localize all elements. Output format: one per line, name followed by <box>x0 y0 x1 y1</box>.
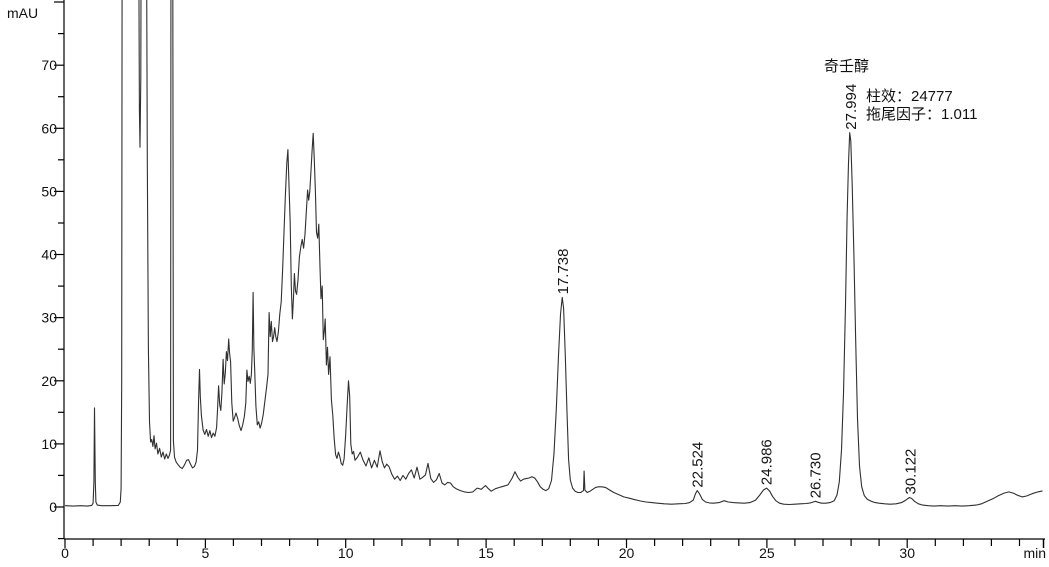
x-axis-tick-label: 0 <box>61 545 69 561</box>
peak-rt-label: 24.986 <box>759 439 776 485</box>
compound-name-annotation: 奇壬醇 <box>824 58 870 75</box>
peak-rt-label: 17.738 <box>555 249 572 295</box>
x-axis-tick-label: 30 <box>899 545 915 561</box>
peak-rt-label: 30.122 <box>903 449 920 495</box>
y-axis-unit-label: mAU <box>7 5 39 21</box>
x-axis-tick-label: 10 <box>338 545 354 561</box>
peak-stats-annotation: 柱效：24777 拖尾因子：1.011 <box>866 88 977 123</box>
signal-trace <box>64 0 1043 507</box>
y-axis-tick-label: 20 <box>41 373 57 389</box>
y-axis-tick-label: 30 <box>41 310 57 326</box>
y-axis-tick-label: 70 <box>41 57 57 73</box>
x-axis-tick-label: 15 <box>478 545 494 561</box>
x-axis-unit-label: min <box>1023 545 1046 561</box>
y-axis-tick-label: 0 <box>49 499 57 515</box>
column-efficiency-line: 柱效：24777 <box>866 88 953 105</box>
peak-rt-label: 22.524 <box>689 442 706 488</box>
peak-rt-label: 27.994 <box>843 84 860 130</box>
x-axis-tick-label: 25 <box>759 545 775 561</box>
y-axis-tick-label: 50 <box>41 183 57 199</box>
y-axis-tick-label: 40 <box>41 247 57 263</box>
tailing-factor-line: 拖尾因子：1.011 <box>866 105 978 123</box>
peak-rt-label: 26.730 <box>807 452 824 498</box>
x-axis-tick-label: 20 <box>619 545 635 561</box>
y-axis-tick-label: 10 <box>41 436 57 452</box>
x-axis-tick-label: 5 <box>202 545 210 561</box>
y-axis-tick-label: 60 <box>41 120 57 136</box>
